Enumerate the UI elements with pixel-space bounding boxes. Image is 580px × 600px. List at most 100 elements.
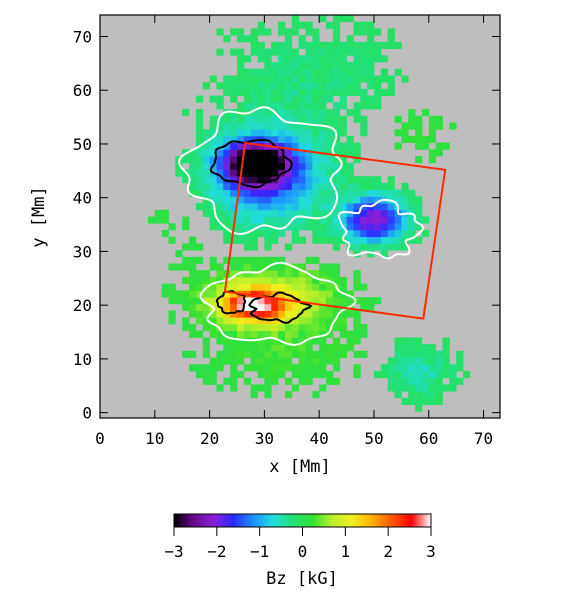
heat-cell <box>408 357 416 365</box>
heat-cell <box>250 276 258 285</box>
heat-cell <box>298 68 306 76</box>
heat-cell <box>216 82 224 90</box>
heat-cell <box>271 223 279 231</box>
heat-cell <box>442 142 450 150</box>
heat-cell <box>209 135 217 144</box>
heat-cell <box>257 115 265 123</box>
heat-cell <box>243 115 252 123</box>
heat-cell <box>332 323 341 332</box>
heat-cell <box>312 297 320 305</box>
heat-cell <box>216 149 224 157</box>
heat-cell <box>428 344 437 352</box>
heat-cell <box>223 122 231 130</box>
heat-cell <box>305 283 313 291</box>
heat-cell <box>367 250 375 258</box>
heat-cell <box>223 149 231 157</box>
heat-cell <box>401 135 409 144</box>
heat-cell <box>367 243 375 251</box>
heat-cell <box>175 162 183 170</box>
heat-cell <box>271 317 279 325</box>
heat-cell <box>332 209 341 217</box>
heat-cell <box>428 115 437 123</box>
heat-cell <box>202 149 210 157</box>
heat-cell <box>257 310 265 318</box>
heat-cell <box>367 82 375 90</box>
heat-cell <box>319 263 327 271</box>
heat-cell <box>257 41 265 49</box>
heat-cell <box>278 189 286 197</box>
heat-cell <box>298 263 306 271</box>
heat-cell <box>284 75 293 83</box>
heat-cell <box>312 68 320 76</box>
heat-cell <box>243 88 252 96</box>
heat-cell <box>319 357 327 365</box>
heat-cell <box>195 122 204 130</box>
heat-cell <box>367 176 375 184</box>
heat-cell <box>394 391 402 399</box>
heat-cell <box>271 236 279 244</box>
heat-cell <box>353 115 361 123</box>
heat-cell <box>257 88 265 96</box>
heat-cell <box>264 303 272 311</box>
heat-cell <box>305 297 313 305</box>
heat-cell <box>367 209 375 217</box>
heat-cell <box>264 243 272 251</box>
heat-cell <box>346 149 354 157</box>
heat-cell <box>312 223 320 231</box>
heat-cell <box>278 203 286 211</box>
heat-cell <box>264 391 272 399</box>
heat-cell <box>387 82 395 90</box>
heat-cell <box>332 62 341 70</box>
heat-cell <box>291 229 300 238</box>
heat-cell <box>202 142 210 150</box>
heat-cell <box>291 344 300 352</box>
heat-cell <box>442 364 450 372</box>
heat-cell <box>298 162 306 170</box>
heat-cell <box>415 370 423 379</box>
x-axis-ticks: 0 10 20 30 40 50 60 70 <box>95 15 493 448</box>
heat-cell <box>195 156 204 164</box>
heat-cell <box>298 75 306 83</box>
heat-cell <box>216 203 224 211</box>
heat-cell <box>305 323 313 332</box>
heat-cell <box>182 317 190 325</box>
heat-cell <box>401 370 409 379</box>
heat-cell <box>291 55 300 63</box>
heat-cell <box>230 270 238 278</box>
heat-cell <box>353 41 361 49</box>
heat-cell <box>195 317 204 325</box>
heat-cell <box>278 323 286 332</box>
heat-cell <box>189 323 197 332</box>
heat-cell <box>326 297 334 305</box>
heat-cell <box>223 229 231 238</box>
heat-cell <box>305 276 313 285</box>
heat-cell <box>298 209 306 217</box>
heat-cell <box>394 357 402 365</box>
colorbar-tick-label: 2 <box>383 542 393 561</box>
heat-cell <box>367 182 375 191</box>
heat-cell <box>401 196 409 204</box>
heat-cell <box>257 330 265 338</box>
heat-cell <box>257 370 265 379</box>
heat-cell <box>367 196 375 204</box>
heat-cell <box>319 303 327 311</box>
heat-cell <box>182 216 190 224</box>
heat-cell <box>243 122 252 130</box>
heat-cell <box>428 364 437 372</box>
contour-lines <box>178 106 425 347</box>
heat-cell <box>236 203 245 211</box>
heat-cell <box>360 48 368 56</box>
heat-cell <box>312 142 320 150</box>
heat-cell <box>332 223 341 231</box>
heat-cell <box>353 330 361 338</box>
heat-cell <box>312 216 320 224</box>
heat-cell <box>216 216 224 224</box>
heat-cell <box>284 102 293 110</box>
heat-cell <box>202 203 210 211</box>
heat-cell <box>332 21 341 29</box>
heat-cell <box>387 223 395 231</box>
heat-cell <box>236 102 245 110</box>
heat-cell <box>346 142 354 150</box>
heat-cell <box>243 344 252 352</box>
heat-cell <box>284 48 293 56</box>
